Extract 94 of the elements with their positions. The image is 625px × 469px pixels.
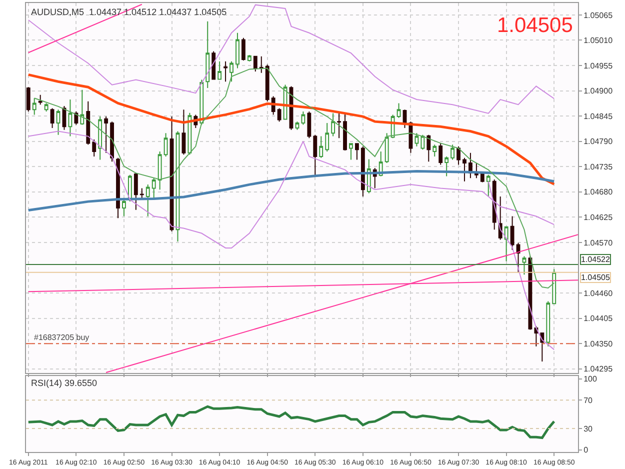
candlestick xyxy=(528,256,532,330)
candlestick xyxy=(349,142,353,160)
candlestick xyxy=(462,157,466,182)
candlestick xyxy=(355,142,359,160)
candlestick xyxy=(331,112,336,137)
candlestick xyxy=(510,216,514,250)
candlestick xyxy=(522,256,526,276)
y-tick-label: 1.04405 xyxy=(584,314,614,324)
candlestick xyxy=(152,178,156,198)
candlestick xyxy=(146,184,150,217)
y-tick-label: 100 xyxy=(584,374,598,384)
candlestick xyxy=(182,109,186,156)
candlestick xyxy=(116,157,120,219)
candlestick xyxy=(414,132,419,147)
y-tick-label: 1.04295 xyxy=(584,364,614,374)
candlestick xyxy=(104,116,108,154)
candlestick xyxy=(384,132,389,164)
y-tick-label: 1.04845 xyxy=(584,112,614,121)
candlestick xyxy=(450,144,455,160)
y-tick-label: 0 xyxy=(584,446,589,455)
candlestick xyxy=(432,144,437,158)
candlestick xyxy=(56,109,60,136)
y-tick-label: 1.04350 xyxy=(584,339,614,348)
candlestick xyxy=(236,32,240,69)
candlestick xyxy=(140,188,144,200)
candlestick xyxy=(92,139,96,158)
y-tick-label: 1.04625 xyxy=(584,212,614,222)
candlestick xyxy=(456,146,460,166)
ref-line-label: 1.04522 xyxy=(581,255,610,264)
candlestick xyxy=(206,20,210,89)
candlestick xyxy=(319,136,324,158)
y-tick-label: 1.04680 xyxy=(584,188,614,197)
y-tick-label: 30 xyxy=(584,424,594,434)
candlestick xyxy=(32,98,36,116)
candlestick xyxy=(224,60,228,82)
candlestick xyxy=(98,116,102,160)
candlestick xyxy=(444,156,449,177)
ref-line-label: 1.04505 xyxy=(581,273,610,282)
candlestick xyxy=(110,121,114,162)
candlestick xyxy=(277,108,282,122)
y-tick-label: 1.04955 xyxy=(584,61,614,70)
line-series xyxy=(34,68,555,288)
candlestick xyxy=(438,142,443,166)
y-tick-label: 1.04570 xyxy=(584,238,614,248)
y-tick-label: 1.04735 xyxy=(584,162,614,172)
candlestick xyxy=(265,64,270,102)
candlestick xyxy=(420,134,425,150)
annotation: 1.04505 xyxy=(497,14,573,37)
line-series xyxy=(27,405,556,440)
candlestick xyxy=(50,108,54,129)
y-tick-label: 1.05010 xyxy=(584,36,614,46)
candlestick xyxy=(546,300,550,347)
y-tick-label: 1.04460 xyxy=(584,288,614,298)
candlestick xyxy=(212,50,216,80)
candlestick xyxy=(552,268,556,304)
candlestick xyxy=(86,100,90,146)
candlestick xyxy=(164,132,168,158)
candlestick xyxy=(26,86,30,112)
candlestick xyxy=(68,99,72,137)
candlestick xyxy=(295,121,300,130)
y-tick-label: 1.04790 xyxy=(584,137,614,146)
y-tick-label: 70 xyxy=(584,396,594,405)
ref-line-label: #16837205 buy xyxy=(34,333,90,342)
candlestick xyxy=(259,56,264,74)
candlestick xyxy=(313,134,318,177)
candlestick xyxy=(134,172,138,210)
candlestick xyxy=(188,112,192,156)
candlestick xyxy=(480,172,484,183)
candlestick xyxy=(504,226,508,262)
candlestick xyxy=(360,146,365,197)
candlestick xyxy=(230,60,234,82)
candlestick xyxy=(325,122,330,152)
candlestick xyxy=(253,55,258,72)
line-series xyxy=(27,73,556,186)
candlestick xyxy=(247,54,252,62)
candlestick xyxy=(38,94,42,106)
y-tick-label: 1.05065 xyxy=(584,10,614,20)
y-tick-label: 1.04900 xyxy=(584,86,614,96)
candlestick xyxy=(158,150,162,190)
candlestick xyxy=(80,89,84,126)
chart-title: RSI(14) 39.6550 xyxy=(31,378,98,388)
line-series xyxy=(27,170,556,212)
candlestick xyxy=(337,112,341,139)
chart-title: AUDUSD,M5 1.04437 1.04512 1.04437 1.04505 xyxy=(31,7,227,17)
candlestick xyxy=(426,134,431,162)
candlestick xyxy=(218,60,222,80)
candlestick xyxy=(486,174,490,197)
candlestick xyxy=(516,242,520,274)
candlestick xyxy=(343,112,347,152)
candlestick xyxy=(307,110,312,139)
candlestick xyxy=(301,110,306,126)
candlestick xyxy=(241,37,246,61)
candlestick xyxy=(44,102,48,112)
candlestick xyxy=(396,102,401,118)
